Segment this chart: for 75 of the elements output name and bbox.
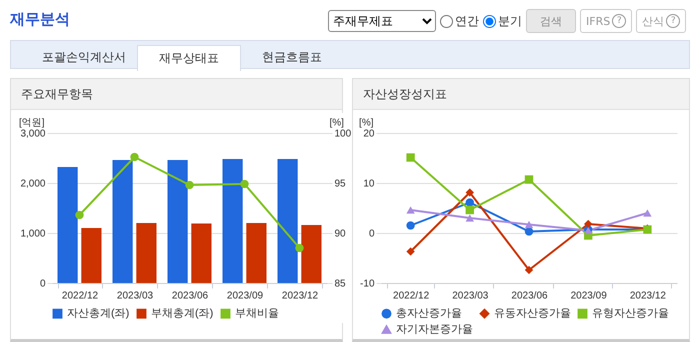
point [524,266,534,274]
x-tick-label: 2023/12 [282,290,319,302]
point [406,206,415,214]
y-tick-label: 0 [368,228,375,240]
x-tick-label: 2023/03 [452,290,489,302]
y2-tick-label: 100 [334,128,352,140]
y-tick-label: 1,000 [20,228,46,240]
point [524,220,534,228]
bar [222,159,243,283]
point [406,247,415,256]
y-tick-label: 2,000 [20,178,46,190]
bar [168,160,188,283]
y2-tick-label: 90 [334,228,346,240]
point [466,198,474,207]
text: 포괄손익계산서 [41,49,127,66]
text: 재무상태표 [137,45,241,71]
x-tick-label: 2023/12 [630,290,666,302]
chart-title: 자산성장성지표 [353,79,689,110]
text: IFRS [586,14,610,28]
bar [278,159,298,283]
text: 산식 [642,14,664,28]
y-tick-label: -10 [360,278,375,290]
text: 재무분석 [10,10,70,29]
x-tick-label: 2023/09 [570,290,608,302]
x-tick-label: 2023/09 [226,290,264,302]
bar [191,224,212,283]
text: 분기 [498,12,522,30]
legend-label: 유동자산증가율 [494,308,571,320]
x-tick-label: 2023/03 [116,290,154,302]
point [466,188,474,197]
y-axis-title: [%] [359,118,374,128]
help-icon: ? [666,14,680,28]
text: 현금흐름표 [261,49,323,66]
help-icon: ? [612,14,626,28]
point [524,227,534,236]
x-tick-label: 2022/12 [393,290,430,302]
y-axis-title: [억원] [18,118,45,128]
legend-label: 부채총계(좌) [151,308,214,320]
text: 주재무제표 [328,10,436,32]
y2-tick-label: 95 [334,178,346,190]
point [295,244,304,252]
point [524,175,534,184]
y-tick-label: 0 [40,278,46,290]
bar [81,228,102,283]
bar [246,223,266,283]
y2-axis-title: [%] [330,118,344,128]
x-tick-label: 2022/12 [62,290,99,302]
text: 검색 [526,9,576,33]
bar [58,167,78,283]
legend-label: 자산총계(좌) [67,308,130,320]
point [466,206,474,214]
chart-title: 주요재무항목 [11,79,342,110]
legend-label: 부채비율 [235,308,279,320]
x-tick-label: 2023/06 [511,290,548,302]
point [130,152,139,162]
point [185,180,194,190]
point [75,210,84,220]
bar [301,225,322,283]
y-tick-label: 10 [363,178,375,190]
legend-label: 유형자산증가율 [592,308,669,320]
bar [136,223,156,283]
legend-label: 총자산증가율 [396,308,462,320]
point [584,220,592,228]
x-tick-label: 2023/06 [172,290,209,302]
legend-label: 자기자본증가율 [396,324,473,336]
point [466,214,474,222]
point [643,209,652,217]
y-tick-label: 20 [363,128,375,140]
y-tick-label: 3,000 [20,128,46,140]
bar [112,160,133,283]
point [406,153,415,162]
point [240,180,249,188]
text: 연간 [455,12,479,30]
point [406,221,415,230]
y2-tick-label: 85 [334,278,346,290]
